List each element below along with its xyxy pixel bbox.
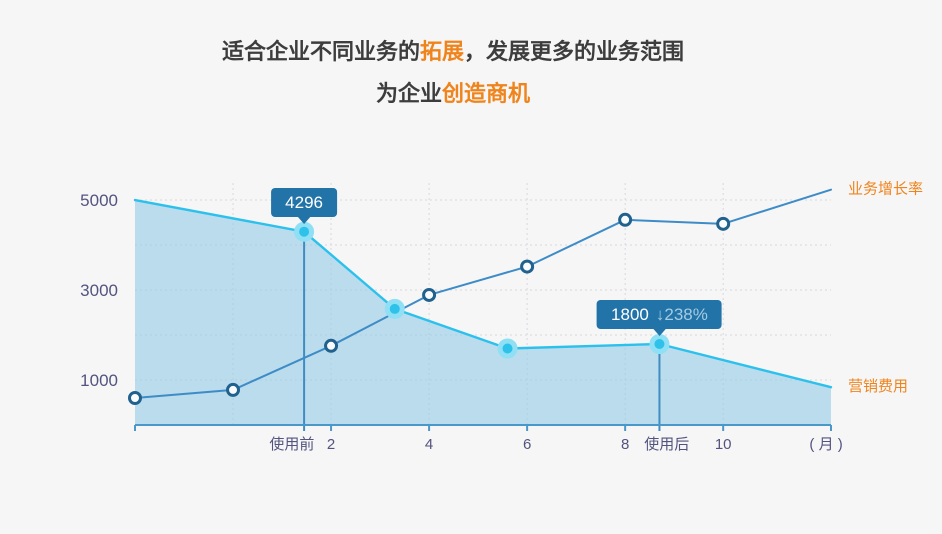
growth-marker: [716, 216, 731, 231]
x-tick-label: 使用前: [269, 436, 314, 453]
x-tick-label: ( 月 ): [809, 436, 842, 453]
x-tick-label: 使用后: [644, 436, 689, 453]
growth-marker: [422, 287, 437, 302]
marker-droplines: [303, 231, 661, 431]
growth-line: [134, 188, 832, 400]
title-line-1: 适合企业不同业务的拓展，发展更多的业务范围: [0, 31, 906, 73]
x-tick-label: 10: [715, 436, 732, 453]
title-text: 为企业: [375, 81, 442, 106]
growth-series-label: 业务增长率: [848, 181, 923, 198]
cost-marker: [497, 338, 518, 359]
title-highlight: 拓展: [419, 39, 464, 64]
y-tick-label: 5000: [80, 191, 118, 210]
series-lines: [133, 188, 833, 400]
growth-marker: [226, 382, 241, 397]
title-text: ，发展更多的业务范围: [464, 39, 685, 64]
cost-area: [135, 200, 831, 425]
y-tick-label: 1000: [80, 371, 118, 390]
x-tick-label: 4: [425, 436, 433, 453]
title-highlight: 创造商机: [442, 81, 531, 106]
y-tick-label: 3000: [80, 281, 118, 300]
cost-marker: [649, 334, 670, 355]
page-title: 适合企业不同业务的拓展，发展更多的业务范围 为企业创造商机: [0, 31, 906, 115]
axis-tick-labels: 1000 3000 5000 使用前 2 4 6 8 使用后 10 ( 月 ): [80, 191, 843, 453]
cost-marker: [294, 221, 315, 242]
title-text: 适合企业不同业务的: [221, 39, 420, 64]
growth-marker: [618, 212, 633, 227]
x-tick-label: 6: [523, 436, 531, 453]
cost-line: [133, 198, 833, 389]
title-line-2: 为企业创造商机: [0, 73, 906, 115]
cost-series-label: 营销费用: [848, 378, 908, 395]
growth-marker: [128, 391, 142, 406]
x-axis: [134, 424, 832, 431]
growth-marker: [324, 338, 339, 353]
x-tick-label: 2: [327, 436, 335, 453]
cost-area-fill: [135, 200, 831, 425]
cost-marker: [384, 298, 405, 319]
data-point-markers: [128, 212, 731, 406]
growth-marker: [520, 259, 535, 274]
x-tick-label: 8: [621, 436, 629, 453]
